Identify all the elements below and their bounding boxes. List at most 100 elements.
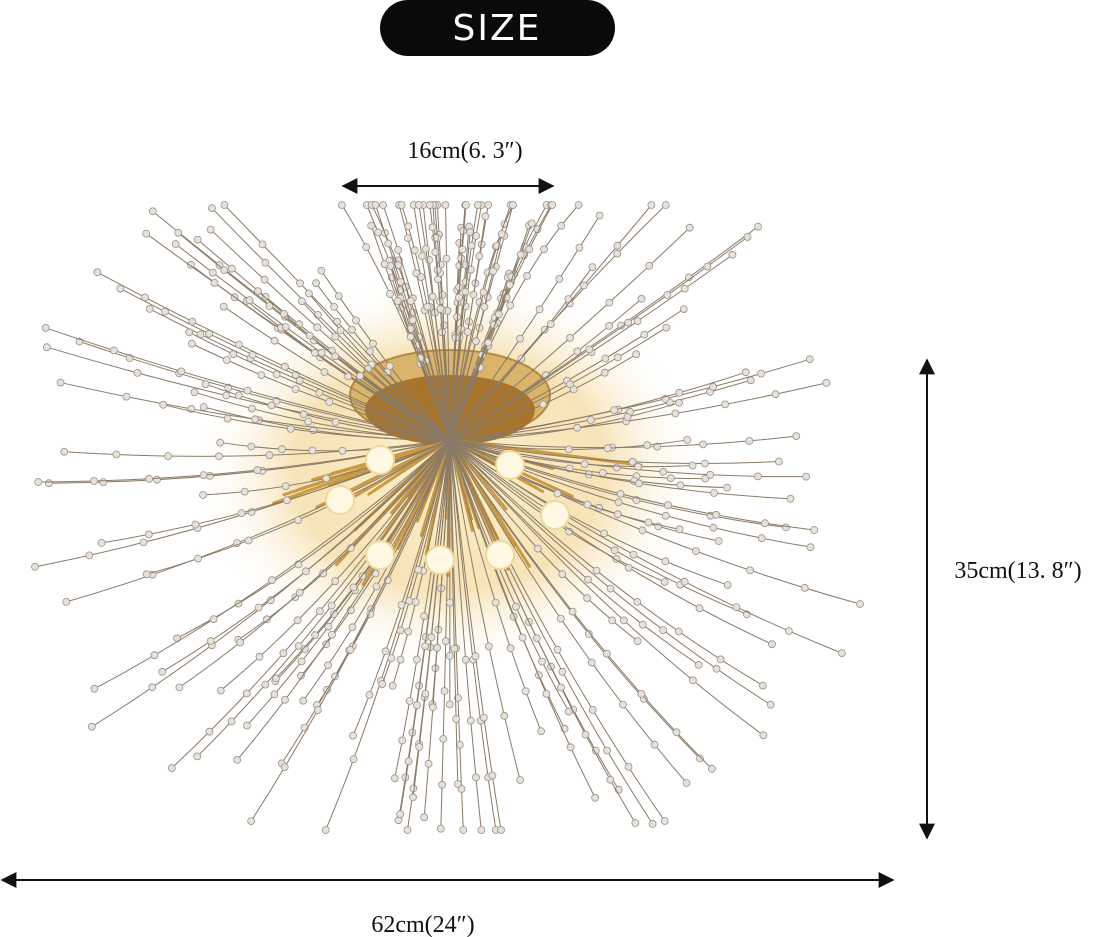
crystal — [133, 368, 142, 377]
crystal — [242, 689, 251, 698]
crystal — [661, 201, 670, 209]
crystal — [558, 667, 567, 676]
crystal — [723, 483, 732, 492]
crystal — [540, 245, 548, 254]
crystal — [236, 638, 245, 647]
crystal — [371, 201, 380, 209]
crystal — [365, 691, 374, 699]
crystal — [268, 576, 276, 585]
crystal — [471, 337, 480, 346]
crystal — [191, 520, 200, 529]
crystal — [322, 474, 331, 483]
crystal — [270, 336, 279, 345]
crystal — [279, 649, 288, 658]
crystal — [595, 211, 604, 220]
crystal — [330, 302, 339, 311]
crystal — [703, 262, 712, 271]
wire — [449, 439, 596, 798]
wire — [449, 439, 521, 781]
crystal — [423, 302, 432, 311]
crystal — [631, 819, 640, 827]
crystal — [42, 343, 51, 352]
crystal — [679, 305, 688, 314]
wire — [146, 439, 451, 575]
crystal — [586, 416, 595, 424]
crystal — [258, 240, 267, 249]
crystal — [424, 759, 433, 768]
crystal — [281, 482, 290, 491]
crystal — [415, 743, 424, 751]
crystal — [411, 598, 420, 606]
crystal — [771, 390, 780, 399]
crystal — [664, 501, 672, 510]
wire — [449, 226, 759, 441]
crystal — [710, 489, 718, 497]
crystal — [666, 474, 675, 483]
wire — [250, 439, 451, 822]
crystal — [331, 352, 340, 361]
crystal — [311, 631, 320, 640]
crystal — [580, 460, 589, 469]
crystal — [385, 362, 394, 370]
crystal — [588, 263, 597, 272]
crystal — [591, 793, 599, 802]
crystal — [659, 467, 668, 476]
crystal — [261, 292, 270, 301]
crystal — [761, 519, 769, 528]
wire — [449, 439, 653, 825]
crystal — [564, 295, 573, 304]
crystal — [414, 201, 423, 209]
crystal — [672, 728, 681, 737]
crystal — [313, 310, 322, 319]
crystal — [469, 290, 478, 299]
crystal — [427, 633, 436, 642]
crystal — [367, 221, 376, 230]
crystal — [267, 401, 276, 410]
crystal — [193, 752, 202, 761]
crystal — [436, 305, 445, 313]
crystal — [516, 776, 524, 784]
crystal — [638, 526, 647, 535]
crystal — [682, 779, 691, 787]
crystal — [420, 813, 429, 822]
wire — [449, 439, 748, 615]
crystal — [139, 538, 148, 547]
crystal — [466, 228, 475, 237]
crystal — [278, 445, 286, 454]
crystal — [420, 612, 429, 621]
crystal — [403, 826, 412, 834]
crystal — [227, 264, 236, 273]
crystal — [145, 304, 154, 313]
crystal — [746, 376, 755, 385]
width-label: 62cm(24″) — [371, 912, 474, 937]
crystal — [397, 201, 406, 209]
crystal — [294, 516, 303, 524]
crystal — [603, 444, 612, 453]
crystal — [344, 372, 353, 381]
crystal — [467, 241, 476, 250]
crystal — [663, 291, 672, 299]
crystal — [463, 327, 472, 336]
crystal — [158, 667, 167, 676]
crystal — [532, 634, 541, 643]
crystal — [454, 694, 462, 702]
crystal — [349, 755, 358, 763]
crystal — [558, 570, 567, 579]
crystal — [337, 201, 346, 209]
crystal — [505, 280, 514, 289]
crystal — [624, 318, 632, 327]
crystal — [331, 417, 340, 426]
crystal — [585, 345, 594, 354]
crystal — [325, 398, 334, 406]
crystal — [441, 201, 450, 209]
crystal — [334, 292, 343, 301]
crystal — [90, 477, 98, 485]
crystal — [144, 530, 153, 539]
height-label: 35cm(13. 8″) — [954, 558, 1081, 584]
crystal — [606, 775, 615, 784]
crystal — [757, 534, 766, 543]
crystal — [509, 201, 517, 209]
crystal — [754, 222, 762, 231]
wire — [91, 439, 451, 728]
